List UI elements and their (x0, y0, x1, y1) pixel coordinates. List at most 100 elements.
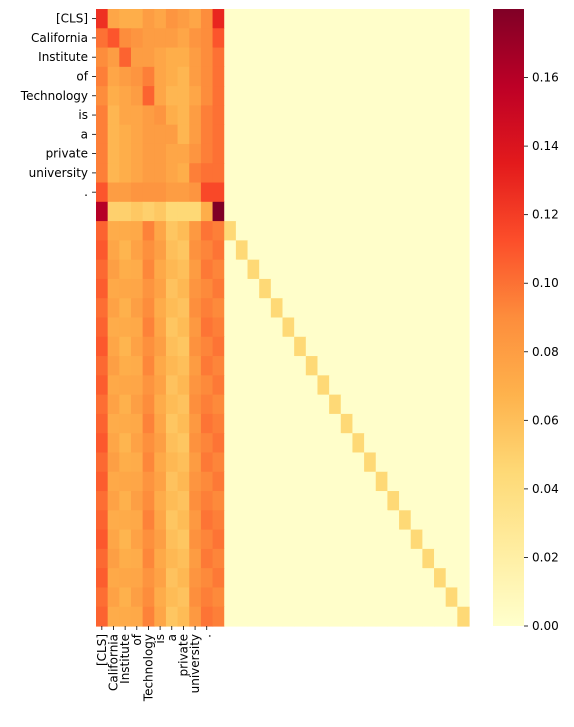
heatmap-cell-r23-c3 (130, 452, 144, 473)
heatmap-cell-r31-c14 (259, 606, 272, 627)
heatmap-cell-r4-c4 (142, 86, 155, 107)
heatmap-cell-r10-c31 (457, 201, 470, 222)
heatmap-cell-r10-c27 (410, 201, 423, 222)
heatmap-cell-r17-c29 (434, 336, 447, 357)
heatmap-cell-r20-c17 (294, 394, 307, 415)
heatmap-cell-r24-c21 (340, 471, 354, 492)
heatmap-cell-r25-c28 (422, 491, 435, 511)
heatmap-cell-r30-c25 (387, 587, 400, 608)
heatmap-cell-r1-c5 (154, 28, 167, 49)
heatmap-cell-r29-c12 (235, 568, 249, 589)
heatmap-cell-r0-c31 (457, 9, 470, 29)
heatmap-cell-r22-c31 (457, 433, 470, 454)
heatmap-cell-r23-c11 (224, 452, 237, 473)
heatmap-cell-r10-c18 (305, 201, 319, 222)
heatmap-cell-r30-c0 (96, 587, 109, 608)
heatmap-cell-r14-c15 (270, 278, 284, 299)
heatmap-cell-r27-c14 (259, 529, 272, 550)
heatmap-cell-r24-c31 (457, 471, 470, 492)
heatmap-cell-r31-c11 (224, 606, 237, 627)
heatmap-cell-r3-c31 (457, 66, 470, 87)
heatmap-cell-r12-c20 (329, 240, 342, 261)
heatmap-cell-r31-c1 (107, 606, 120, 627)
row-tick-label: California (31, 31, 88, 45)
heatmap-cell-r12-c13 (247, 240, 260, 261)
heatmap-cell-r28-c10 (212, 548, 225, 569)
heatmap-cell-r7-c1 (107, 143, 120, 164)
heatmap-cell-r6-c26 (399, 124, 412, 145)
heatmap-cell-r19-c6 (165, 375, 179, 396)
heatmap-cell-r15-c15 (270, 298, 284, 319)
heatmap-cell-r2-c23 (364, 47, 377, 68)
heatmap-cell-r23-c8 (189, 452, 202, 473)
heatmap-cell-r24-c24 (375, 471, 389, 492)
heatmap-cell-r6-c28 (422, 124, 435, 145)
heatmap-cell-r0-c13 (247, 9, 260, 29)
colorbar-tick-label: 0.02 (532, 550, 559, 564)
heatmap-cell-r17-c18 (305, 336, 319, 357)
heatmap-cell-r28-c30 (445, 548, 458, 569)
heatmap-cell-r16-c31 (457, 317, 470, 338)
heatmap-cell-r1-c15 (270, 28, 284, 49)
heatmap-cell-r8-c26 (399, 163, 412, 184)
heatmap-cell-r4-c14 (259, 86, 272, 107)
heatmap-cell-r29-c22 (352, 568, 365, 589)
heatmap-cell-r20-c19 (317, 394, 330, 415)
heatmap-cell-r7-c2 (119, 143, 132, 164)
heatmap-cell-r27-c9 (200, 529, 214, 550)
heatmap-cell-r5-c17 (294, 105, 307, 126)
heatmap-cell-r16-c14 (259, 317, 272, 338)
heatmap-cell-r9-c15 (270, 182, 284, 203)
heatmap-cell-r18-c2 (119, 356, 132, 376)
heatmap-cell-r8-c4 (142, 163, 155, 184)
heatmap-cell-r7-c13 (247, 143, 260, 164)
heatmap-cell-r9-c27 (410, 182, 423, 203)
heatmap-cell-r12-c27 (410, 240, 423, 261)
heatmap-cell-r11-c31 (457, 221, 470, 241)
heatmap-cell-r17-c4 (142, 336, 155, 357)
heatmap-cell-r7-c14 (259, 143, 272, 164)
heatmap-cell-r2-c0 (96, 47, 109, 68)
heatmap-cell-r12-c26 (399, 240, 412, 261)
heatmap-cell-r15-c21 (340, 298, 354, 319)
heatmap-cell-r5-c7 (177, 105, 190, 126)
heatmap-cell-r27-c22 (352, 529, 365, 550)
heatmap-cell-r7-c22 (352, 143, 365, 164)
heatmap-cell-r7-c15 (270, 143, 284, 164)
heatmap-cell-r28-c20 (329, 548, 342, 569)
heatmap-cell-r12-c8 (189, 240, 202, 261)
heatmap-cell-r17-c26 (399, 336, 412, 357)
heatmap-cell-r15-c1 (107, 298, 120, 319)
heatmap-cell-r19-c22 (352, 375, 365, 396)
heatmap-cell-r3-c4 (142, 66, 155, 87)
heatmap-cell-r18-c20 (329, 356, 342, 376)
heatmap-cell-r30-c19 (317, 587, 330, 608)
heatmap-cell-r8-c23 (364, 163, 377, 184)
heatmap-cell-r14-c24 (375, 278, 389, 299)
heatmap-cell-r8-c6 (165, 163, 179, 184)
heatmap-cell-r26-c8 (189, 510, 202, 531)
heatmap-cell-r31-c21 (340, 606, 354, 627)
heatmap-cell-r11-c12 (235, 221, 249, 241)
heatmap-cell-r25-c11 (224, 491, 237, 511)
heatmap-cell-r0-c26 (399, 9, 412, 29)
heatmap-cell-r8-c12 (235, 163, 249, 184)
heatmap-cell-r17-c15 (270, 336, 284, 357)
heatmap-cell-r5-c18 (305, 105, 319, 126)
heatmap-cell-r16-c15 (270, 317, 284, 338)
heatmap-cell-r11-c16 (282, 221, 295, 241)
heatmap-cell-r0-c23 (364, 9, 377, 29)
heatmap-cell-r8-c11 (224, 163, 237, 184)
heatmap-cell-r25-c8 (189, 491, 202, 511)
heatmap-cell-r22-c6 (165, 433, 179, 454)
heatmap-cell-r15-c23 (364, 298, 377, 319)
heatmap-cell-r17-c17 (294, 336, 307, 357)
heatmap-cell-r12-c29 (434, 240, 447, 261)
heatmap-cell-r18-c13 (247, 356, 260, 376)
heatmap-cell-r23-c13 (247, 452, 260, 473)
heatmap-cell-r6-c15 (270, 124, 284, 145)
heatmap-cell-r21-c16 (282, 413, 295, 434)
heatmap-cell-r3-c14 (259, 66, 272, 87)
heatmap-cell-r10-c17 (294, 201, 307, 222)
heatmap-cell-r27-c30 (445, 529, 458, 550)
